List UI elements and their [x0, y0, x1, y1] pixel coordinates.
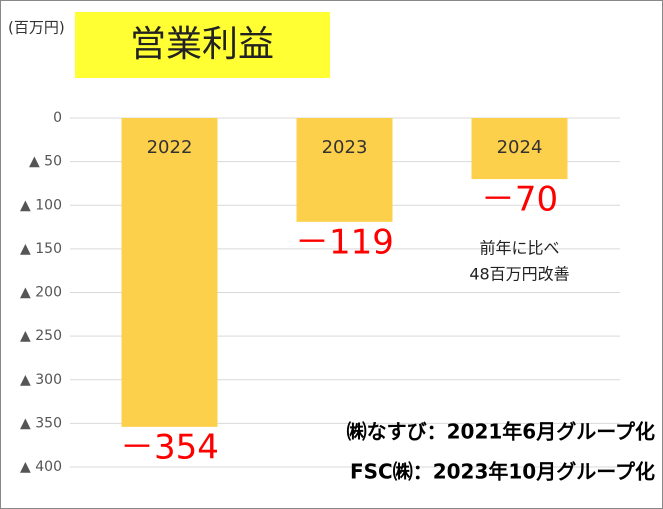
value-label: －354 [120, 427, 219, 467]
bar [121, 118, 218, 427]
y-tick-label: 0 [53, 110, 62, 126]
bar [296, 118, 393, 222]
y-tick-label: ▲ 100 [20, 197, 62, 213]
y-tick-label: ▲ 400 [20, 459, 62, 475]
y-tick-label: ▲ 350 [20, 415, 62, 431]
y-tick-label: ▲ 300 [20, 372, 62, 388]
y-tick-label: ▲ 250 [20, 328, 62, 344]
bar [471, 118, 568, 180]
chart-title: 営業利益 [130, 24, 274, 65]
y-tick-label: ▲ 200 [20, 285, 62, 301]
y-tick-label: ▲ 150 [20, 241, 62, 257]
value-label: －70 [481, 180, 558, 220]
unit-label: (百万円) [8, 19, 65, 37]
annotation: 48百万円改善 [469, 265, 569, 284]
note: FSC㈱：2023年10月グループ化 [350, 460, 655, 484]
annotation: 前年に比べ [479, 239, 559, 258]
y-tick-label: ▲ 50 [29, 154, 62, 170]
value-label: －119 [295, 222, 394, 262]
title-box [75, 12, 330, 78]
note: ㈱なすび：2021年6月グループ化 [347, 420, 655, 444]
category-label: 2022 [147, 137, 193, 158]
category-label: 2023 [322, 137, 368, 158]
category-label: 2024 [497, 137, 543, 158]
